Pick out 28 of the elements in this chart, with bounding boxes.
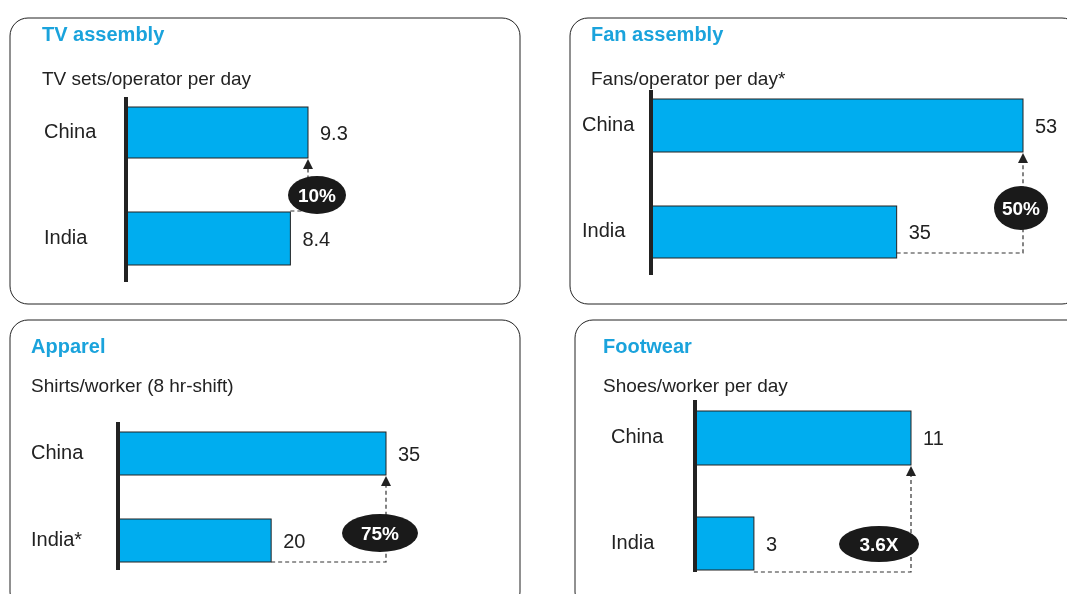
y-tick-label: China	[31, 440, 85, 463]
annotation: 10%	[297, 185, 337, 206]
y-tick-label: China	[44, 119, 98, 142]
chart-subtitle: Fans/operator per day*	[591, 68, 786, 89]
annotation: 50%	[1001, 198, 1041, 219]
chart-subtitle: Shirts/worker (8 hr-shift)	[31, 375, 234, 396]
chart-title: TV assembly	[42, 23, 166, 45]
chart-subtitle: TV sets/operator per day	[42, 68, 252, 89]
data-label: 35	[398, 442, 421, 465]
data-label: 11	[923, 427, 944, 449]
chart-subtitle: Shoes/worker per day	[603, 375, 789, 396]
annotation: 3.6X	[859, 534, 899, 555]
y-tick-label: India	[582, 219, 627, 241]
data-label: 3	[765, 532, 778, 555]
y-tick-label: China	[582, 112, 636, 135]
annotation: 75%	[360, 523, 400, 544]
data-label: 8.4	[302, 227, 331, 250]
y-tick-label: India	[611, 530, 656, 553]
data-label: 9.3	[320, 121, 348, 144]
y-tick-label: China	[611, 425, 665, 447]
y-tick-label: India*	[31, 527, 83, 550]
data-label: 20	[283, 529, 306, 552]
chart-title: Footwear	[603, 335, 693, 357]
y-tick-label: India	[44, 225, 89, 248]
data-label: 53	[1035, 114, 1058, 137]
chart-title: Apparel	[31, 335, 106, 357]
data-label: 35	[908, 221, 931, 243]
chart-title: Fan assembly	[591, 23, 725, 45]
